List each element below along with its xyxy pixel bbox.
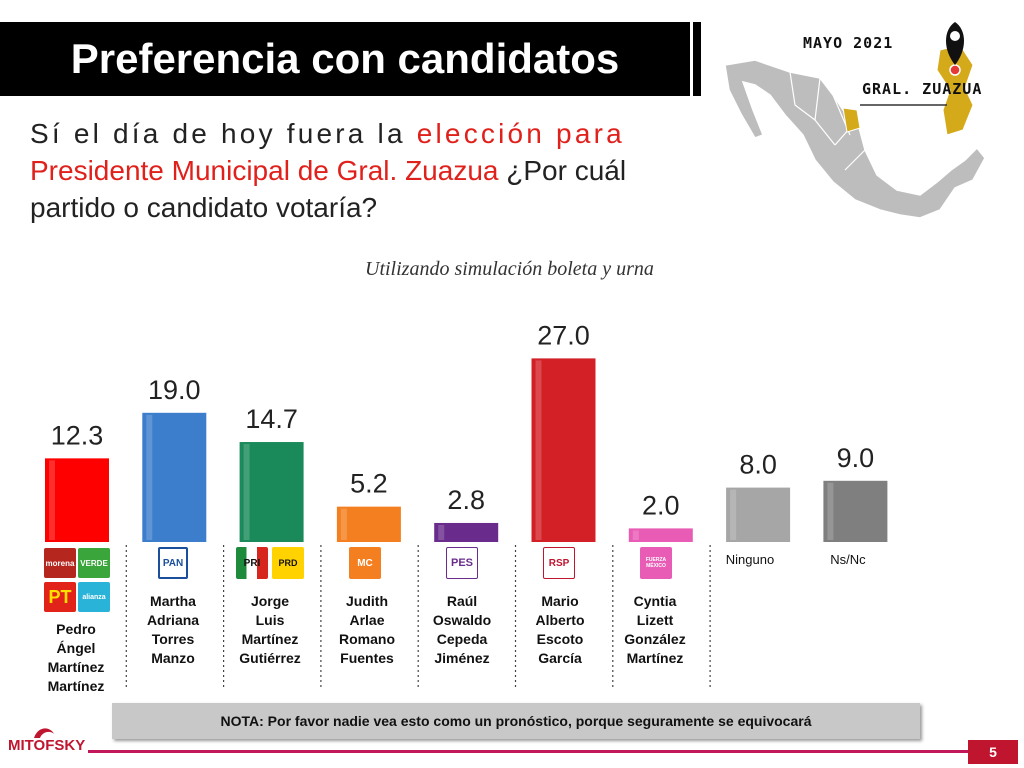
data-label: 5.2 (350, 469, 388, 499)
bar-highlight (535, 360, 542, 540)
category-label-nsnc: Ns/Nc (830, 552, 866, 567)
pan-logo: PAN (158, 547, 188, 579)
note-text: NOTA: Por favor nadie vea esto como un p… (220, 713, 812, 729)
bar (336, 506, 401, 542)
data-label: 2.8 (447, 485, 485, 515)
title-bar: Preferencia con candidatos (0, 22, 690, 96)
coahuila-highlight (842, 107, 861, 133)
candidate-name-4: Judith Arlae Romano Fuentes (339, 593, 395, 666)
question-line2-a: Presidente Municipal de Gral. Zuazua (30, 155, 499, 186)
question-line3: partido o candidato votaría? (30, 192, 378, 223)
question-line1-a: Sí el día de hoy fuera la (30, 118, 417, 149)
brand-swirl-icon (34, 728, 54, 738)
pes-logo: PES (446, 547, 478, 579)
pin-hole (950, 31, 960, 41)
title-accent-bar (693, 22, 701, 96)
data-label: 2.0 (642, 490, 680, 520)
morena-logo: morena (44, 548, 76, 578)
mexico-map (724, 22, 986, 219)
bar-highlight (340, 508, 347, 540)
page-title: Preferencia con candidatos (70, 35, 620, 82)
bar-highlight (827, 482, 834, 540)
bar (142, 412, 207, 542)
bar (531, 358, 596, 542)
bar (434, 522, 499, 542)
data-label: 8.0 (739, 450, 777, 480)
page-number: 5 (968, 740, 1018, 764)
disclaimer-note: NOTA: Por favor nadie vea esto como un p… (112, 703, 920, 739)
survey-question: Sí el día de hoy fuera la elección para … (30, 115, 695, 226)
bar (239, 442, 304, 542)
bar-chart: 12.3 19.0 14.7 5.2 2.8 27.0 2.0 8.0 9.0 (45, 320, 888, 688)
candidate-name-7: Cyntia Lizett González Martínez (624, 593, 686, 666)
pri-logo: PRI (236, 547, 268, 579)
category-label-ninguno: Ninguno (725, 552, 775, 567)
candidate-name-6: Mario Alberto Escoto García (535, 593, 585, 666)
bar (628, 528, 693, 542)
data-label: 9.0 (837, 443, 875, 473)
map-date: MAYO 2021 (803, 34, 894, 52)
map-city-label: GRAL. ZUAZUA (862, 80, 983, 98)
municipality-dot (949, 64, 961, 76)
pt-logo: PT (44, 582, 76, 612)
data-label: 27.0 (537, 320, 590, 350)
chart-subtitle: Utilizando simulación boleta y urna (365, 258, 654, 280)
alianza-logo: alianza (78, 582, 110, 612)
bar-highlight (730, 489, 737, 540)
footer-line (88, 750, 968, 753)
bar-highlight (243, 444, 250, 540)
prd-logo: PRD (272, 547, 304, 579)
nuevo-leon-state (936, 44, 974, 136)
bar-highlight (49, 460, 55, 540)
fuerza-mexico-logo: FUERZA MÉXICO (640, 547, 672, 579)
candidate-name-1: Pedro Ángel Martínez Martínez (47, 621, 105, 694)
data-label: 14.7 (245, 404, 298, 434)
candidate-name-2: Martha Adriana Torres Manzo (146, 593, 200, 666)
bar (726, 487, 791, 542)
question-line2-b: ¿Por cuál (498, 155, 627, 186)
bar (823, 480, 888, 542)
brand-logo: MITOFSKY (6, 724, 88, 764)
data-label: 12.3 (51, 420, 104, 450)
brand-name: MITOFSKY (8, 737, 86, 754)
rsp-logo: RSP (543, 547, 575, 579)
bar-highlight (632, 530, 639, 540)
data-label: 19.0 (148, 375, 201, 405)
location-pin-icon (946, 22, 964, 65)
candidate-name-3: Jorge Luis Martínez Gutiérrez (239, 593, 301, 666)
bar-highlight (438, 524, 445, 540)
question-line1-b: elección para (416, 118, 625, 149)
bar-highlight (146, 414, 153, 540)
candidate-name-5: Raúl Oswaldo Cepeda Jiménez (432, 593, 492, 666)
bar (45, 458, 109, 542)
mc-logo: MC (349, 547, 381, 579)
region-lines (789, 71, 866, 171)
verde-logo: VERDE (78, 548, 110, 578)
